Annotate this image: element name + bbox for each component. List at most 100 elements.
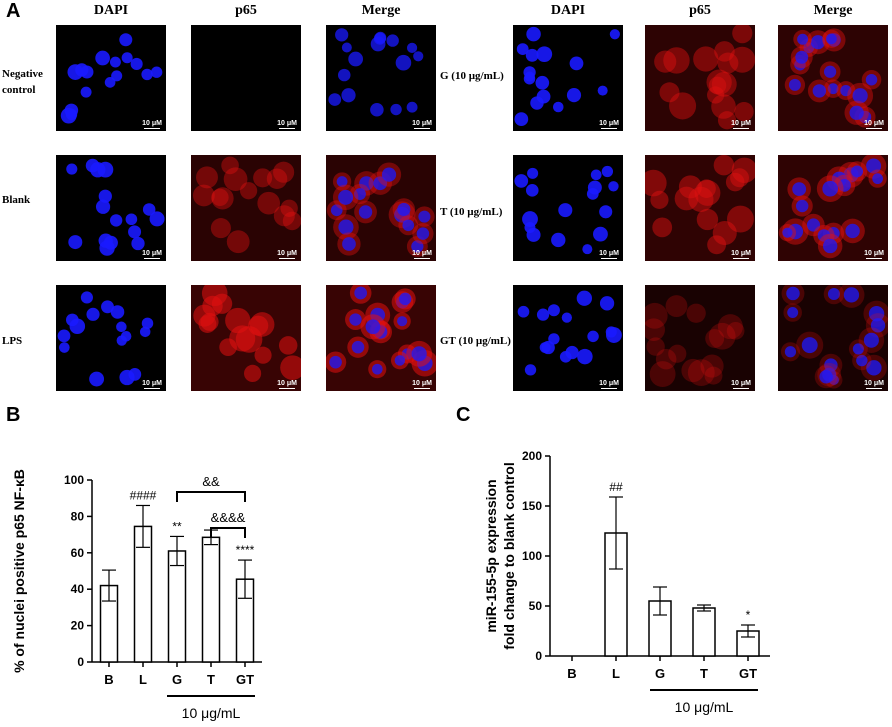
scale-bar: 10 μM: [277, 380, 297, 389]
y-tick-label: 40: [71, 582, 85, 596]
micrograph-left-0-merge: 10 μM: [326, 25, 436, 131]
scale-bar-line: [279, 388, 296, 389]
panel-a-letter: A: [6, 0, 21, 22]
scale-bar-label: 10 μM: [412, 380, 432, 387]
group-label: 10 μg/mL: [182, 705, 241, 721]
row-label-right-1: T (10 µg/mL): [440, 204, 502, 220]
micrograph-left-2-dapi: 10 μM: [56, 285, 166, 391]
scale-bar-label: 10 μM: [731, 380, 751, 387]
y-tick-label: 0: [535, 649, 542, 663]
micrograph-left-1-merge: 10 μM: [326, 155, 436, 261]
row-label-right-2: GT (10 µg/mL): [440, 333, 511, 349]
x-tick-label-G: G: [172, 672, 182, 687]
x-tick-label-B: B: [104, 672, 113, 687]
scale-bar-line: [144, 258, 161, 259]
micrograph-right-2-dapi: 10 μM: [513, 285, 623, 391]
micrograph-left-0-dapi: 10 μM: [56, 25, 166, 131]
y-axis-label-0: % of nuclei positive p65 NF-κB: [11, 469, 27, 673]
bracket-T-GT: [210, 527, 246, 538]
scale-bar: 10 μM: [599, 380, 619, 389]
scale-bar: 10 μM: [412, 380, 432, 389]
y-tick-label: 0: [77, 655, 84, 669]
y-axis-label-1: fold change to blank control: [501, 462, 517, 649]
column-header-left-0: DAPI: [93, 3, 129, 18]
row-label-right-0-line-0: G (10 µg/mL): [440, 70, 504, 82]
bracket-label-T-GT: &&&&: [211, 510, 246, 525]
row-label-right-2-line-0: GT (10 µg/mL): [440, 335, 511, 347]
y-tick-label: 100: [522, 549, 542, 563]
scale-bar-line: [279, 258, 296, 259]
group-label: 10 μg/mL: [675, 699, 734, 715]
micrograph-right-2-merge: 10 μM: [778, 285, 888, 391]
scale-bar-label: 10 μM: [599, 250, 619, 257]
bar-T: [692, 607, 716, 657]
scale-bar-line: [601, 388, 618, 389]
scale-bar-label: 10 μM: [142, 380, 162, 387]
scale-bar-line: [601, 258, 618, 259]
scale-bar-line: [279, 128, 296, 129]
scale-bar-label: 10 μM: [864, 250, 884, 257]
x-tick-label-G: G: [655, 666, 665, 681]
scale-bar-line: [414, 258, 431, 259]
x-tick-label-GT: GT: [739, 666, 757, 681]
bracket-G-GT: [176, 491, 246, 502]
scale-bar: 10 μM: [412, 120, 432, 129]
scale-bar-line: [144, 128, 161, 129]
row-label-left-2-line-0: LPS: [2, 335, 23, 347]
scale-bar: 10 μM: [864, 380, 884, 389]
x-tick-label-T: T: [207, 672, 215, 687]
scale-bar-label: 10 μM: [412, 120, 432, 127]
scale-bar-line: [733, 128, 750, 129]
scale-bar-label: 10 μM: [731, 250, 751, 257]
scale-bar: 10 μM: [277, 120, 297, 129]
scale-bar: 10 μM: [142, 380, 162, 389]
row-label-left-0: Negative control: [2, 66, 43, 98]
column-header-left-2: Merge: [361, 3, 401, 18]
y-tick-label: 100: [64, 473, 84, 487]
scale-bar-label: 10 μM: [142, 250, 162, 257]
row-label-right-1-line-0: T (10 µg/mL): [440, 206, 503, 218]
x-tick-label-L: L: [139, 672, 147, 687]
scale-bar-label: 10 μM: [599, 120, 619, 127]
scale-bar-label: 10 μM: [412, 250, 432, 257]
significance-L: ####: [130, 488, 157, 502]
scale-bar-label: 10 μM: [277, 250, 297, 257]
bracket-label-G-GT: &&: [202, 474, 220, 489]
scale-bar-line: [414, 388, 431, 389]
micrograph-left-0-p65: 10 μM: [191, 25, 301, 131]
micrograph-left-2-merge: 10 μM: [326, 285, 436, 391]
scale-bar-line: [866, 128, 883, 129]
scale-bar: 10 μM: [731, 380, 751, 389]
scale-bar: 10 μM: [599, 250, 619, 259]
scale-bar-label: 10 μM: [864, 380, 884, 387]
micrograph-left-1-p65: 10 μM: [191, 155, 301, 261]
scale-bar: 10 μM: [142, 250, 162, 259]
scale-bar-line: [144, 388, 161, 389]
scale-bar-line: [866, 388, 883, 389]
micrograph-right-1-dapi: 10 μM: [513, 155, 623, 261]
y-tick-label: 60: [71, 546, 85, 560]
scale-bar-label: 10 μM: [277, 120, 297, 127]
scale-bar: 10 μM: [142, 120, 162, 129]
panel-c-letter: C: [456, 404, 471, 426]
x-tick-label-L: L: [612, 666, 620, 681]
scale-bar-line: [866, 258, 883, 259]
y-tick-label: 20: [71, 619, 85, 633]
scale-bar-line: [733, 388, 750, 389]
column-header-right-0: DAPI: [550, 3, 586, 18]
row-label-left-0-line-0: Negative: [2, 68, 43, 80]
y-tick-label: 150: [522, 499, 542, 513]
significance-GT: ****: [236, 543, 255, 557]
scale-bar-label: 10 μM: [864, 120, 884, 127]
y-tick-label: 50: [529, 599, 543, 613]
significance-GT: *: [746, 608, 751, 622]
scale-bar-label: 10 μM: [731, 120, 751, 127]
scale-bar-label: 10 μM: [277, 380, 297, 387]
micrograph-right-1-p65: 10 μM: [645, 155, 755, 261]
scale-bar: 10 μM: [412, 250, 432, 259]
micrograph-right-0-dapi: 10 μM: [513, 25, 623, 131]
micrograph-right-2-p65: 10 μM: [645, 285, 755, 391]
scale-bar-label: 10 μM: [599, 380, 619, 387]
